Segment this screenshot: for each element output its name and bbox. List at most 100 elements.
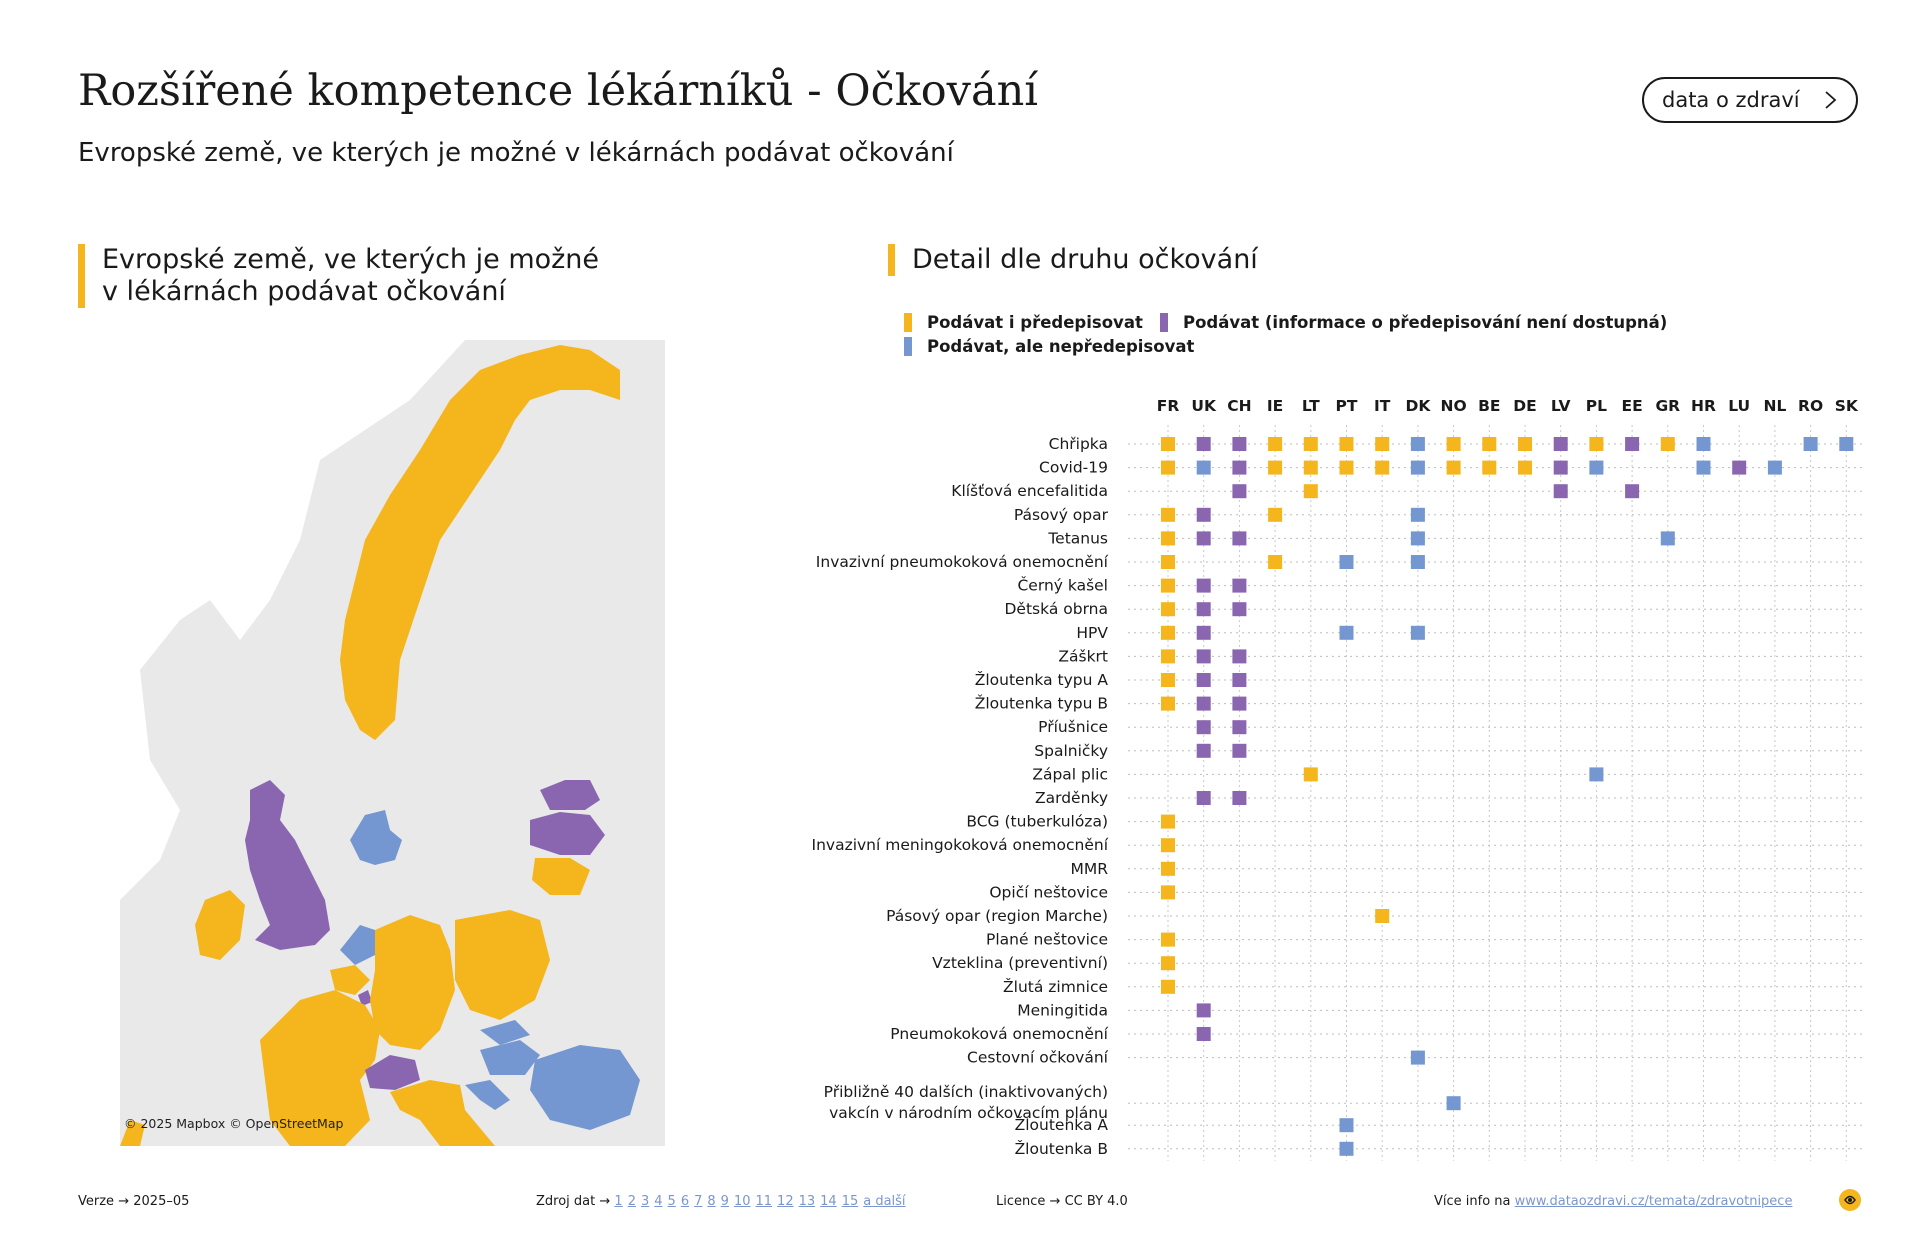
- source-link[interactable]: 4: [654, 1194, 663, 1209]
- cell-marker-fr[interactable]: [1161, 696, 1175, 711]
- cell-marker-dk[interactable]: [1410, 507, 1425, 522]
- cell-marker-be[interactable]: [1482, 437, 1497, 451]
- cell-marker-ie[interactable]: [1268, 460, 1283, 475]
- source-link[interactable]: 9: [720, 1194, 729, 1209]
- cell-marker-ro[interactable]: [1803, 437, 1818, 451]
- cell-marker-fr[interactable]: [1161, 814, 1175, 829]
- cell-marker-fr[interactable]: [1161, 555, 1175, 569]
- cell-marker-ch[interactable]: [1232, 696, 1247, 711]
- source-link[interactable]: 1: [614, 1194, 623, 1209]
- cell-marker-fr[interactable]: [1161, 625, 1175, 640]
- cell-marker-de[interactable]: [1518, 437, 1532, 451]
- source-link[interactable]: 15: [841, 1194, 859, 1209]
- cell-marker-be[interactable]: [1482, 460, 1497, 475]
- cell-marker-ee[interactable]: [1625, 484, 1640, 499]
- cell-marker-it[interactable]: [1375, 437, 1390, 451]
- cell-marker-fr[interactable]: [1161, 956, 1175, 971]
- source-link[interactable]: 10: [733, 1194, 751, 1209]
- cell-marker-ch[interactable]: [1232, 602, 1247, 617]
- cell-marker-ee[interactable]: [1625, 437, 1640, 451]
- cell-marker-uk[interactable]: [1196, 531, 1211, 546]
- cell-marker-uk[interactable]: [1196, 625, 1211, 640]
- cell-marker-dk[interactable]: [1410, 555, 1425, 569]
- cell-marker-fr[interactable]: [1161, 602, 1175, 617]
- cell-marker-pt[interactable]: [1339, 437, 1354, 451]
- cell-marker-pl[interactable]: [1589, 437, 1604, 451]
- cell-marker-pt[interactable]: [1339, 555, 1354, 569]
- cell-marker-uk[interactable]: [1196, 791, 1211, 805]
- cell-marker-gr[interactable]: [1660, 531, 1675, 546]
- cell-marker-uk[interactable]: [1196, 460, 1211, 475]
- cell-marker-pl[interactable]: [1589, 460, 1604, 475]
- cell-marker-uk[interactable]: [1196, 507, 1211, 522]
- cell-marker-ie[interactable]: [1268, 555, 1283, 569]
- source-link[interactable]: a další: [863, 1194, 906, 1209]
- cell-marker-lv[interactable]: [1553, 460, 1568, 475]
- cell-marker-dk[interactable]: [1410, 531, 1425, 546]
- cell-marker-uk[interactable]: [1196, 743, 1211, 758]
- cell-marker-uk[interactable]: [1196, 1027, 1211, 1041]
- cell-marker-gr[interactable]: [1660, 437, 1675, 451]
- cell-marker-pl[interactable]: [1589, 767, 1604, 782]
- source-link[interactable]: 11: [755, 1194, 773, 1209]
- cell-marker-hr[interactable]: [1696, 460, 1711, 475]
- cell-marker-fr[interactable]: [1161, 979, 1175, 994]
- cell-marker-ch[interactable]: [1232, 460, 1247, 475]
- source-link[interactable]: 8: [707, 1194, 716, 1209]
- source-link[interactable]: 6: [680, 1194, 690, 1209]
- cell-marker-no[interactable]: [1446, 460, 1461, 475]
- cell-marker-pt[interactable]: [1339, 1141, 1354, 1156]
- cell-marker-fr[interactable]: [1161, 649, 1175, 664]
- cell-marker-ch[interactable]: [1232, 791, 1247, 805]
- cell-marker-fr[interactable]: [1161, 578, 1175, 593]
- source-link[interactable]: 5: [667, 1194, 676, 1209]
- cell-marker-fr[interactable]: [1161, 838, 1175, 853]
- cell-marker-dk[interactable]: [1410, 437, 1425, 451]
- source-link[interactable]: 2: [627, 1194, 636, 1209]
- cell-marker-pt[interactable]: [1339, 1118, 1354, 1133]
- cell-marker-uk[interactable]: [1196, 649, 1211, 664]
- cell-marker-fr[interactable]: [1161, 885, 1175, 900]
- cell-marker-fr[interactable]: [1161, 507, 1175, 522]
- cell-marker-uk[interactable]: [1196, 602, 1211, 617]
- cell-marker-ch[interactable]: [1232, 720, 1247, 735]
- cell-marker-lt[interactable]: [1303, 767, 1318, 782]
- cell-marker-it[interactable]: [1375, 909, 1390, 923]
- cell-marker-lu[interactable]: [1732, 460, 1747, 475]
- cell-marker-uk[interactable]: [1196, 673, 1211, 687]
- cell-marker-ch[interactable]: [1232, 649, 1247, 664]
- cell-marker-it[interactable]: [1375, 460, 1390, 475]
- cell-marker-uk[interactable]: [1196, 437, 1211, 451]
- cell-marker-ch[interactable]: [1232, 673, 1247, 687]
- cell-marker-fr[interactable]: [1161, 932, 1175, 947]
- cell-marker-ie[interactable]: [1268, 507, 1283, 522]
- data-o-zdravi-button[interactable]: data o zdraví: [1642, 77, 1858, 123]
- cell-marker-lv[interactable]: [1553, 484, 1568, 499]
- cell-marker-dk[interactable]: [1410, 1050, 1425, 1065]
- source-link[interactable]: 14: [820, 1194, 837, 1209]
- cell-marker-sk[interactable]: [1839, 437, 1854, 451]
- cell-marker-pt[interactable]: [1339, 625, 1354, 640]
- source-link[interactable]: 13: [798, 1194, 816, 1209]
- cell-marker-fr[interactable]: [1161, 531, 1175, 546]
- source-link[interactable]: 12: [777, 1194, 794, 1209]
- cell-marker-fr[interactable]: [1161, 437, 1175, 451]
- cell-marker-fr[interactable]: [1161, 460, 1175, 475]
- cell-marker-lt[interactable]: [1303, 460, 1318, 475]
- cell-marker-dk[interactable]: [1410, 625, 1425, 640]
- europe-map[interactable]: [120, 340, 665, 1146]
- cell-marker-pt[interactable]: [1339, 460, 1354, 475]
- cell-marker-uk[interactable]: [1196, 578, 1211, 593]
- cell-marker-ch[interactable]: [1232, 437, 1247, 451]
- cell-marker-no[interactable]: [1446, 437, 1461, 451]
- cell-marker-ie[interactable]: [1268, 437, 1283, 451]
- cell-marker-no[interactable]: [1446, 1096, 1461, 1111]
- cell-marker-uk[interactable]: [1196, 1003, 1211, 1018]
- cell-marker-fr[interactable]: [1161, 861, 1175, 876]
- cell-marker-ch[interactable]: [1232, 743, 1247, 758]
- cell-marker-lt[interactable]: [1303, 484, 1318, 499]
- cell-marker-lt[interactable]: [1303, 437, 1318, 451]
- cell-marker-hr[interactable]: [1696, 437, 1711, 451]
- source-link[interactable]: 7: [694, 1194, 703, 1209]
- cell-marker-ch[interactable]: [1232, 578, 1247, 593]
